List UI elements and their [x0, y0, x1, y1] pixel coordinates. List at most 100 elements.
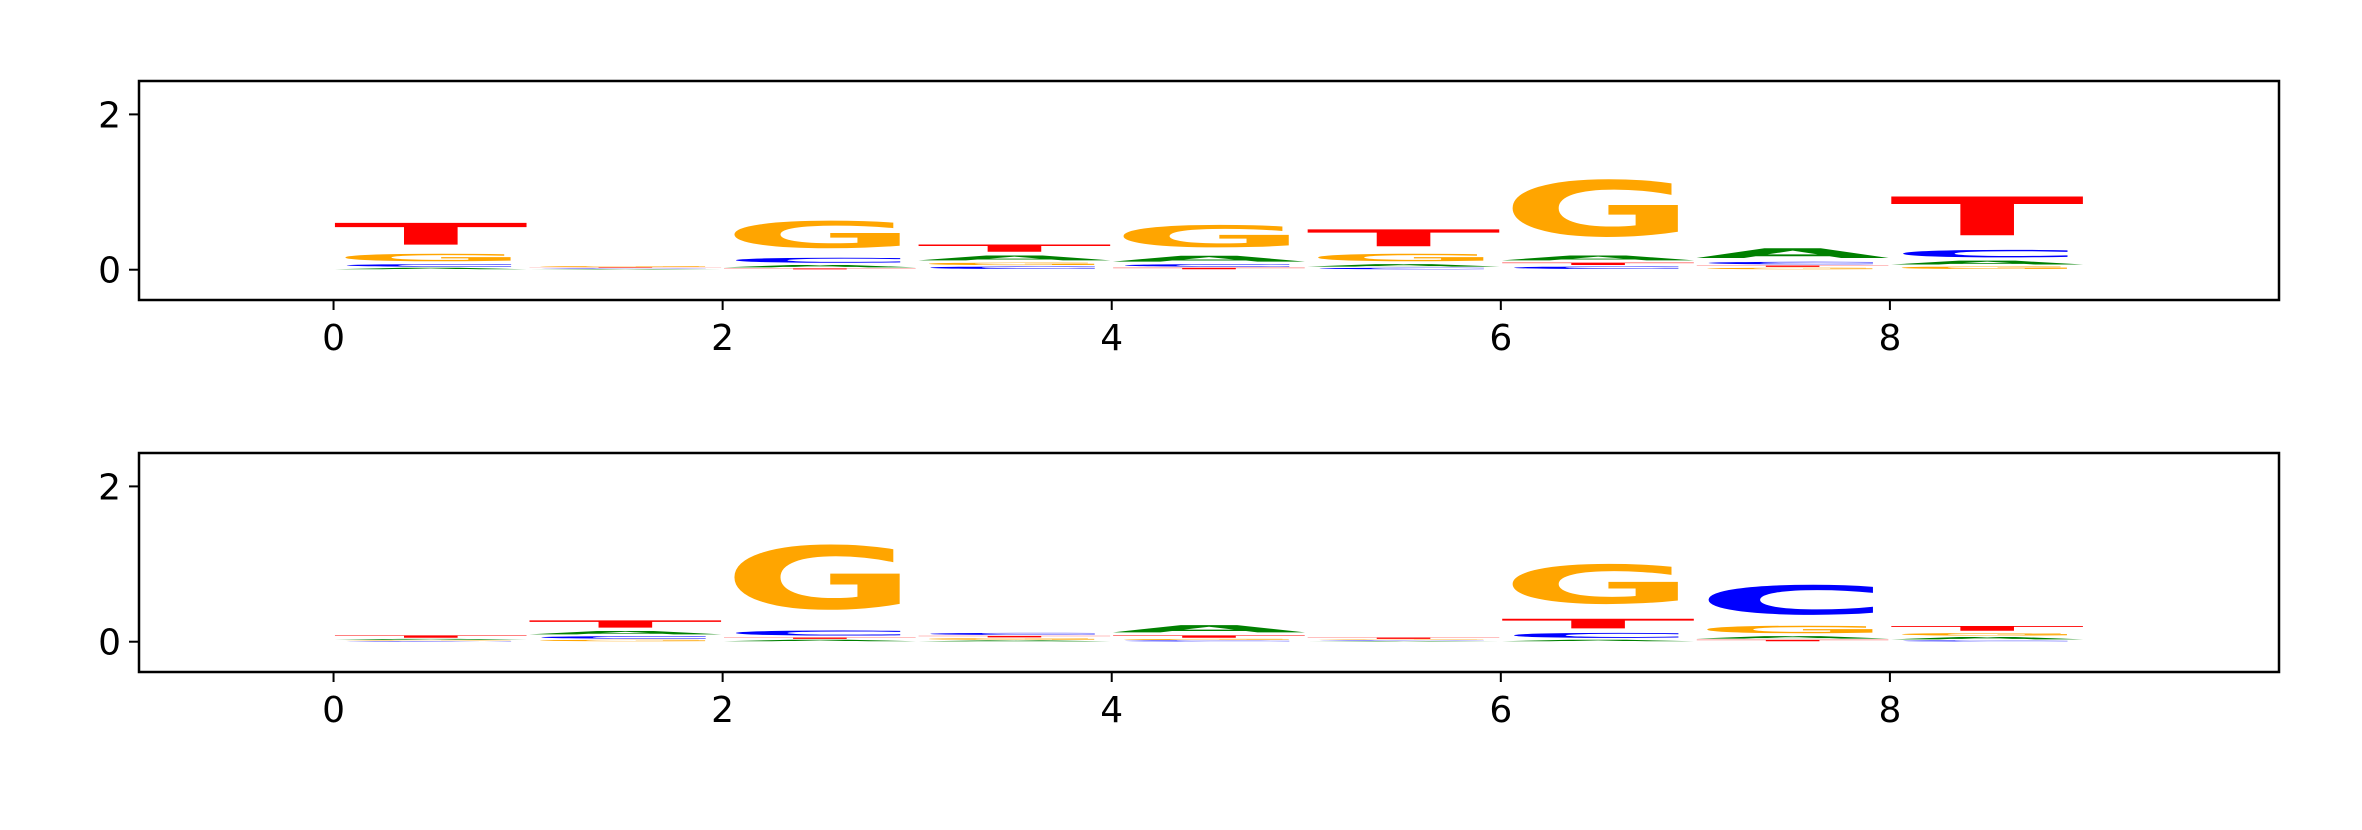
logo-letter: A — [1112, 254, 1307, 263]
logo-letter-group: A — [1501, 639, 1696, 641]
logo-letter-group: C — [1112, 264, 1307, 268]
logo-letter-group: T — [1501, 616, 1696, 631]
logo-letter: A — [917, 640, 1111, 642]
axes-frame — [137, 79, 2281, 302]
logo-letter: G — [1890, 266, 2085, 270]
logo-letter-group: C — [334, 641, 529, 642]
logo-letter-group: A — [1112, 254, 1307, 263]
logo-letter: C — [1501, 266, 1696, 270]
logo-letter: A — [1306, 641, 1500, 642]
x-tick-label: 6 — [1489, 690, 1512, 731]
logo-letter-group: G — [1112, 219, 1307, 254]
logo-letter-group: G — [334, 640, 529, 641]
logo-letter: G — [917, 262, 1112, 266]
logo-letter-group: A — [723, 264, 918, 268]
logo-letter: C — [917, 632, 1112, 635]
logo-letter: A — [1501, 254, 1695, 262]
logo-letter: T — [1695, 265, 1890, 267]
logo-letter: T — [723, 637, 918, 639]
logo-letter-group: G — [723, 214, 918, 256]
logo-letter-group: G — [1306, 252, 1501, 264]
x-tick-label: 8 — [1878, 318, 1901, 359]
logo-letter-group: G — [334, 252, 529, 264]
logo-letter-group: A — [1695, 636, 1890, 640]
logo-letter-group: C — [1306, 267, 1501, 269]
logo-letter: C — [1112, 640, 1307, 642]
logo-letter: G — [917, 638, 1112, 640]
logo-letter: C — [1306, 267, 1501, 269]
logo-letter: G — [723, 214, 918, 256]
logo-letter: T — [334, 635, 529, 639]
logo-letter-group: C — [1501, 632, 1696, 640]
logo-letter-group: G — [1501, 165, 1696, 254]
logo-letter: C — [334, 641, 529, 642]
logo-letter-group: C — [1695, 577, 1890, 623]
logo-letter-group: C — [723, 257, 918, 265]
logo-letter-group: G — [1501, 554, 1696, 616]
logo-letter-group: T — [334, 217, 529, 252]
logo-letter: A — [723, 264, 918, 268]
logo-letter: T — [528, 618, 723, 630]
logo-letter: C — [1306, 640, 1501, 641]
logo-letter-group: T — [528, 267, 723, 268]
logo-letter: A — [1501, 639, 1696, 641]
logo-letter-group: A — [1306, 641, 1500, 642]
logo-letter-group: A — [1890, 260, 2085, 266]
logo-letter: C — [1890, 248, 2085, 260]
y-tick-label: 0 — [98, 251, 121, 292]
logo-letter: G — [1890, 632, 2085, 636]
logo-letter-group: C — [917, 266, 1112, 270]
logo-letter-group: G — [917, 638, 1112, 640]
logo-letter-group: T — [723, 637, 918, 639]
logo-letter-group: A — [1306, 264, 1501, 268]
logo-letter: G — [334, 640, 529, 641]
logo-letter-group: A — [1112, 623, 1307, 635]
logo-letter-group: T — [1890, 625, 2085, 633]
logo-letter-group: G — [1695, 624, 1890, 636]
logo-letter-group: C — [1890, 248, 2085, 260]
logo-letter: A — [334, 267, 529, 269]
logo-letter-group: T — [1306, 637, 1501, 639]
logo-letter: T — [1112, 267, 1307, 269]
logo-letter: A — [334, 639, 528, 641]
logo-letter: A — [1890, 260, 2085, 266]
logo-letter-group: T — [1695, 639, 1890, 641]
logo-letter: G — [1306, 639, 1501, 640]
logo-letter-group: C — [1501, 266, 1696, 270]
logo-letter: C — [917, 266, 1112, 270]
logo-letter: G — [1112, 219, 1307, 254]
logo-letter: T — [1890, 186, 2085, 248]
logo-letter-group: A — [917, 254, 1111, 262]
logo-letter: A — [917, 254, 1111, 262]
logo-letter: G — [1501, 554, 1696, 616]
logo-letter: G — [1695, 624, 1890, 636]
x-tick-label: 4 — [1100, 690, 1123, 731]
logo-letter-group: C — [528, 636, 723, 640]
x-tick-label: 2 — [711, 690, 734, 731]
logo-letter: G — [1112, 639, 1307, 641]
logo-letter-group: T — [1306, 225, 1501, 252]
logo-letter: G — [528, 266, 723, 268]
logo-letter-group: T — [1501, 262, 1696, 266]
logo-letter-group: A — [334, 267, 529, 269]
logo-letter-group: T — [1695, 265, 1890, 267]
logo-letter-group: G — [723, 529, 918, 630]
logo-letter-group: G — [1695, 267, 1890, 269]
logo-letter-group: T — [917, 636, 1112, 638]
logo-letter-group: G — [1306, 639, 1501, 640]
logo-letter: G — [1501, 165, 1696, 254]
logo-letter-group: T — [334, 635, 529, 639]
logo-letter: C — [1695, 577, 1890, 623]
x-tick-label: 0 — [322, 690, 345, 731]
logo-letter-group: C — [917, 632, 1112, 635]
logo-letter: C — [1695, 261, 1890, 265]
logo-letter: C — [1890, 640, 2085, 642]
logo-letter-group: T — [723, 268, 918, 270]
logo-letter-group: G — [917, 262, 1112, 266]
logo-letter: T — [1112, 635, 1307, 639]
y-tick-label: 2 — [98, 95, 121, 136]
logo-letter-group: T — [1112, 267, 1307, 269]
logo-letter: A — [1306, 264, 1501, 268]
logo-letter: A — [1890, 636, 2085, 640]
logo-letter: A — [528, 630, 723, 635]
